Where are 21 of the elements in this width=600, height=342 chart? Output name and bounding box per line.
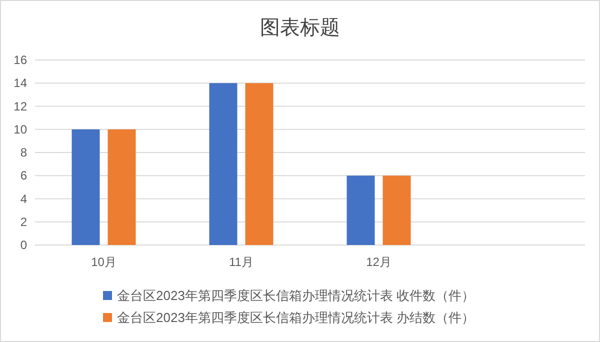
x-tick-label: 10月 xyxy=(91,255,116,269)
bar xyxy=(382,176,411,245)
y-tick-label: 10 xyxy=(14,122,28,136)
y-tick-label: 0 xyxy=(20,238,28,252)
y-tick-label: 14 xyxy=(14,76,28,90)
bar xyxy=(346,176,375,245)
legend-label: 金台区2023年第四季度区长信箱办理情况统计表 办结数（件） xyxy=(117,310,475,325)
y-tick-label: 6 xyxy=(20,168,28,183)
y-tick-label: 12 xyxy=(14,99,28,114)
y-tick-label: 2 xyxy=(20,214,28,229)
x-tick-label: 11月 xyxy=(229,255,254,269)
y-tick-label: 8 xyxy=(20,146,28,160)
bar xyxy=(108,129,136,245)
bar xyxy=(209,83,238,245)
y-tick-label: 16 xyxy=(14,53,28,67)
bar xyxy=(245,83,274,245)
x-tick-label: 12月 xyxy=(366,255,392,269)
chart-title: 图表标题 xyxy=(260,17,340,39)
y-tick-label: 4 xyxy=(20,192,28,206)
bar xyxy=(72,129,100,245)
legend-label: 金台区2023年第四季度区长信箱办理情况统计表 收件数（件） xyxy=(117,288,475,303)
